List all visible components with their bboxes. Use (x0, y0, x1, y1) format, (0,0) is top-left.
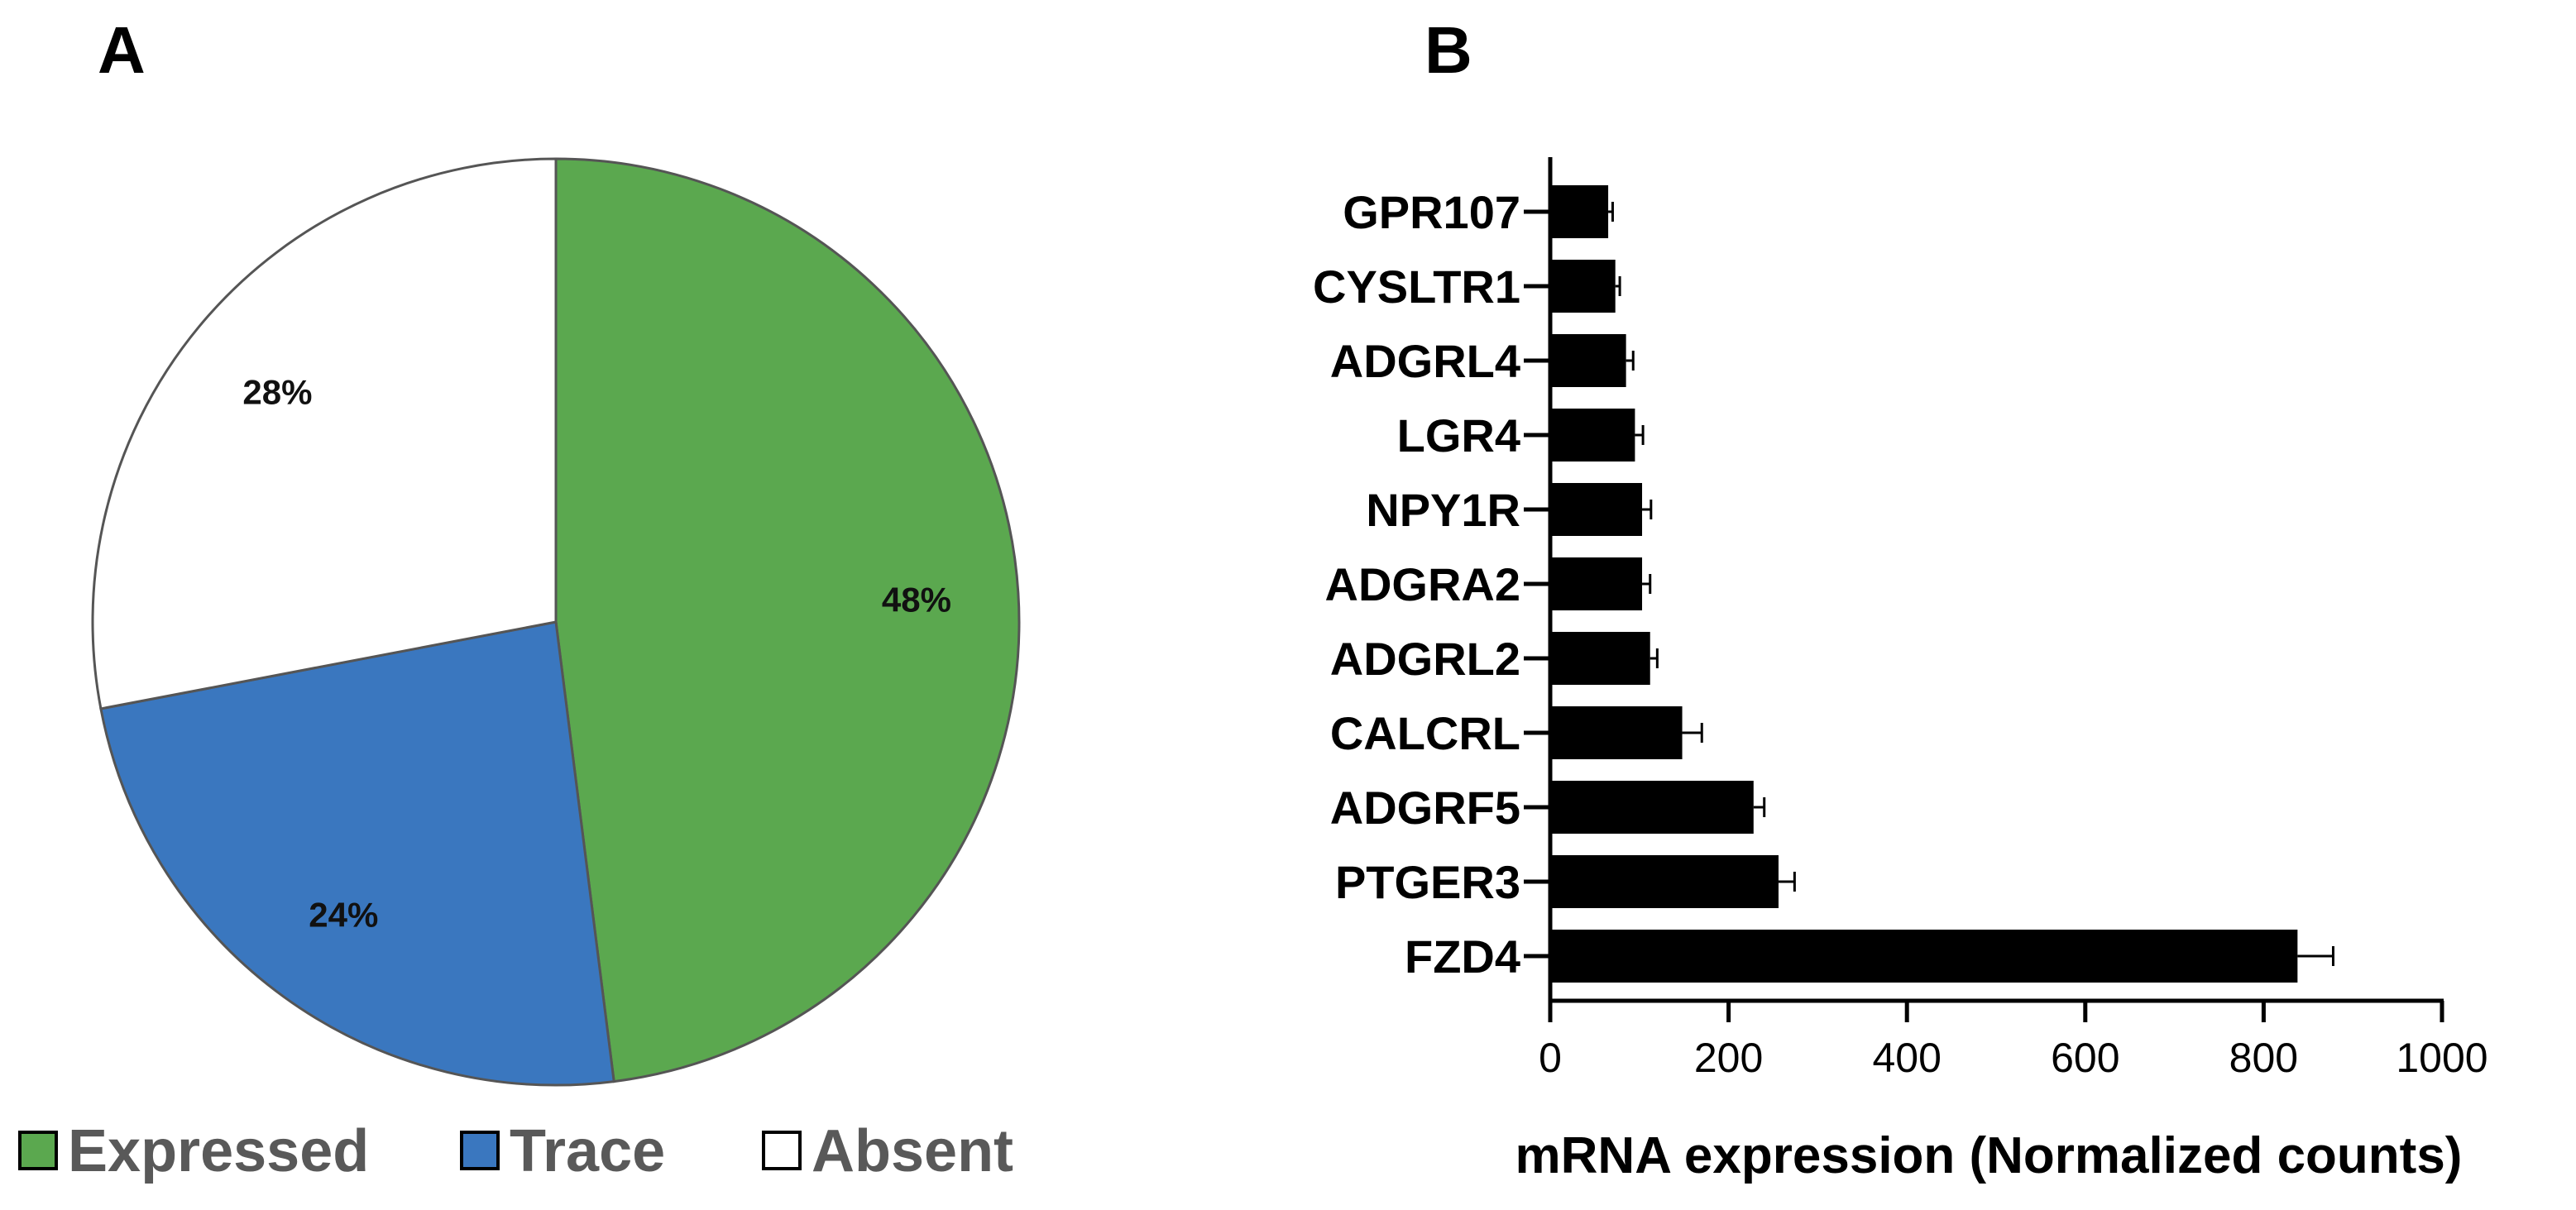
category-label-adgrl2: ADGRL2 (1330, 633, 1520, 685)
bar-gpr107 (1550, 185, 1609, 238)
bar-lgr4 (1550, 409, 1635, 462)
x-tick-label-400: 400 (1872, 1035, 1941, 1081)
error-bar-calcrl (1682, 723, 1703, 743)
pie-slice-absent (91, 157, 558, 710)
pie-label-absent: 28% (242, 373, 312, 412)
bar-fzd4 (1550, 930, 2298, 983)
pie-slice-trace (99, 620, 615, 1087)
category-label-fzd4: FZD4 (1405, 930, 1520, 983)
category-label-adgrl4: ADGRL4 (1330, 335, 1520, 387)
x-axis-title: mRNA expression (Normalized counts) (1515, 1127, 2463, 1184)
pie-chart: 48% 24% 28% (91, 157, 1021, 1087)
legend-swatch-expressed (18, 1131, 58, 1170)
category-label-npy1r: NPY1R (1366, 484, 1520, 536)
x-tick-label-1000: 1000 (2396, 1035, 2487, 1081)
category-label-cysltr1: CYSLTR1 (1313, 261, 1520, 313)
x-tick-label-0: 0 (1539, 1035, 1562, 1081)
x-tick-label-600: 600 (2051, 1035, 2119, 1081)
category-label-calcrl: CALCRL (1330, 707, 1520, 759)
category-label-ptger3: PTGER3 (1335, 856, 1520, 908)
error-bar-lgr4 (1635, 425, 1645, 445)
error-bar-adgrl4 (1626, 351, 1635, 371)
error-bar-cysltr1 (1615, 276, 1621, 296)
error-bar-adgra2 (1642, 574, 1652, 594)
error-bar-ptger3 (1778, 872, 1796, 892)
bar-npy1r (1550, 483, 1643, 536)
bar-adgra2 (1550, 557, 1643, 610)
pie-label-trace: 24% (309, 895, 378, 934)
error-bar-fzd4 (2297, 946, 2334, 966)
bar-adgrf5 (1550, 781, 1754, 834)
error-bar-adgrl2 (1650, 648, 1659, 668)
error-bar-gpr107 (1608, 202, 1614, 222)
error-bar-adgrf5 (1753, 797, 1766, 817)
bar-ptger3 (1550, 855, 1779, 908)
x-tick-label-200: 200 (1694, 1035, 1763, 1081)
category-label-adgra2: ADGRA2 (1325, 558, 1520, 610)
bar-calcrl (1550, 706, 1683, 759)
pie-slice-expressed (554, 157, 1021, 1083)
panel-letter-a: A (98, 13, 146, 87)
legend-label-trace: Trace (510, 1118, 665, 1184)
category-label-gpr107: GPR107 (1343, 186, 1520, 238)
category-label-adgrf5: ADGRF5 (1330, 782, 1520, 834)
bar-adgrl2 (1550, 632, 1650, 685)
category-label-lgr4: LGR4 (1397, 409, 1520, 462)
x-tick-label-800: 800 (2229, 1035, 2298, 1081)
panel-letter-b: B (1424, 13, 1472, 87)
bar-chart: GPR107 CYSLTR1 ADGRL4 LGR4 NPY1R ADGRA2 ADGRL2… (1313, 157, 2488, 1081)
legend-swatch-trace (460, 1131, 500, 1170)
pie-legend: Expressed Trace Absent (18, 1118, 1013, 1184)
bar-adgrl4 (1550, 334, 1626, 387)
legend-label-absent: Absent (812, 1118, 1013, 1184)
bar-cysltr1 (1550, 260, 1616, 313)
legend-label-expressed: Expressed (68, 1118, 369, 1184)
pie-label-expressed: 48% (882, 581, 951, 619)
legend-swatch-absent (762, 1131, 802, 1170)
error-bar-npy1r (1642, 500, 1653, 519)
